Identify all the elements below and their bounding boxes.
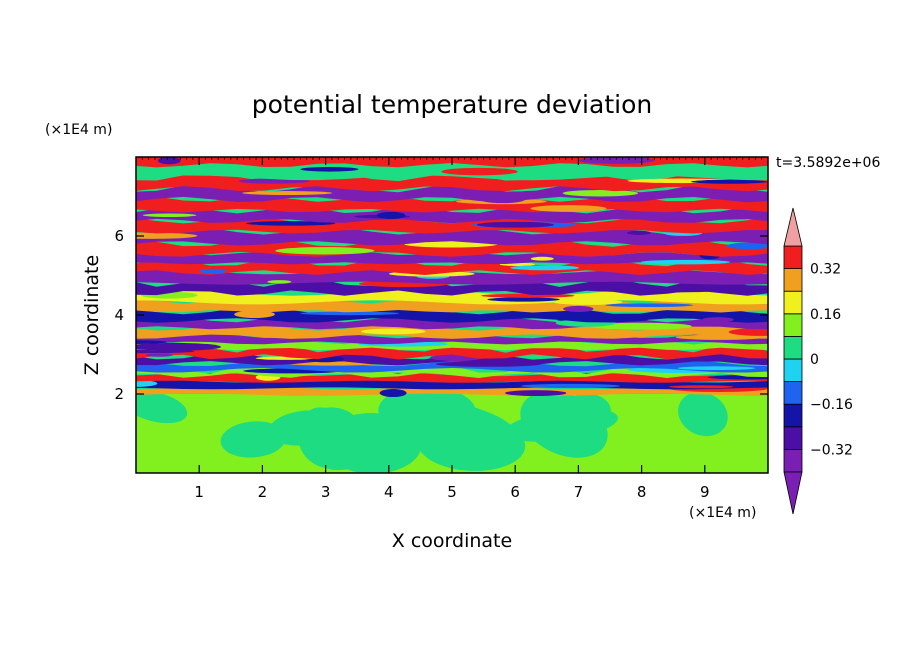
x-tick-label: 1 <box>194 483 204 501</box>
contour-streak <box>158 157 181 165</box>
contour-streak <box>702 317 734 323</box>
colorbar-tick-label: 0 <box>810 352 819 368</box>
contour-streak <box>563 305 594 312</box>
x-axis-ticks: 1 2 3 4 5 6 7 8 9 <box>135 157 769 501</box>
y-unit-label: (×1E4 m) <box>45 122 112 138</box>
contour-streak <box>626 230 651 235</box>
y-axis-ticks: 2 4 6 <box>114 227 768 403</box>
contour-streak <box>199 268 227 274</box>
colorbar-box <box>783 403 803 428</box>
upper-layer-field <box>136 157 768 397</box>
y-tick-label: 4 <box>114 306 124 324</box>
contour-streak <box>505 390 567 397</box>
contour-streak <box>705 343 737 348</box>
lower-layer-field <box>136 386 768 473</box>
contour-band <box>136 306 768 323</box>
colorbar-tick-label: −0.32 <box>810 442 853 458</box>
contour-streak <box>152 169 212 176</box>
contour-streak <box>726 242 768 250</box>
time-label: t=3.5892e+06 <box>776 155 880 171</box>
contour-band <box>136 372 768 383</box>
contour-band <box>136 385 768 396</box>
colorbar-box <box>783 335 803 360</box>
contour-streak <box>300 166 359 172</box>
contour-band <box>136 323 768 339</box>
contour-streak <box>690 179 767 184</box>
lower-blob <box>136 390 188 424</box>
contour-streak <box>136 232 198 239</box>
x-axis-label: X coordinate <box>392 530 512 552</box>
contour-streak <box>640 259 731 265</box>
contour-streak <box>275 247 375 255</box>
contour-streak <box>441 167 518 176</box>
y-tick-label: 6 <box>114 227 124 245</box>
chart-title: potential temperature deviation <box>252 90 652 119</box>
x-tick-label: 6 <box>510 483 520 501</box>
contour-band <box>136 288 768 305</box>
contour-streak <box>360 328 426 335</box>
colorbar-box <box>783 358 803 383</box>
contour-streak <box>487 297 560 302</box>
x-tick-label: 2 <box>258 483 268 501</box>
contour-streak <box>136 342 221 351</box>
colorbar-box <box>783 448 803 473</box>
y-tick-label: 2 <box>114 385 124 403</box>
colorbar-box <box>783 381 803 405</box>
contour-streak <box>605 303 693 308</box>
y-axis-label: Z coordinate <box>81 255 103 375</box>
contour-streak <box>267 280 292 284</box>
contour-streak <box>245 221 336 226</box>
x-tick-label: 3 <box>321 483 331 501</box>
x-tick-label: 4 <box>384 483 394 501</box>
colorbar-tick-label: −0.16 <box>810 397 853 413</box>
contour-streak <box>635 288 721 293</box>
colorbar-tick-label: 0.32 <box>810 262 841 278</box>
contour-band <box>136 365 768 378</box>
lower-blob <box>678 391 728 437</box>
contour-streak <box>242 191 333 195</box>
x-tick-label: 8 <box>637 483 647 501</box>
x-tick-label: 9 <box>700 483 710 501</box>
contour-streak <box>530 205 607 212</box>
contour-streak <box>530 256 554 261</box>
colorbar-box <box>783 290 803 315</box>
lower-blob <box>393 398 516 445</box>
x-tick-label: 5 <box>447 483 457 501</box>
contour-streak <box>520 383 621 389</box>
contour-streak <box>728 328 768 336</box>
contour-band <box>136 217 768 234</box>
colorbar: −0.32 −0.16 0 0.16 0.32 <box>783 207 853 515</box>
contour-streak <box>136 340 168 344</box>
lower-blob <box>268 410 340 446</box>
contour-streak <box>510 265 580 271</box>
contour-band <box>136 172 768 192</box>
contour-streak <box>145 353 174 357</box>
contour-streak <box>669 385 734 389</box>
contour-streak <box>589 322 692 330</box>
contour-streak <box>562 189 639 197</box>
lower-blob <box>565 393 611 426</box>
x-tick-label: 7 <box>574 483 584 501</box>
contour-streak <box>376 211 406 220</box>
contour-streak <box>677 366 756 370</box>
colorbar-extend-low <box>783 471 803 515</box>
contour-streak <box>379 389 407 397</box>
contour-streak <box>300 311 400 316</box>
colorbar-box <box>783 245 803 270</box>
colorbar-box <box>783 426 803 450</box>
colorbar-box <box>783 268 803 292</box>
colorbar-extend-high <box>783 207 803 247</box>
colorbar-tick-label: 0.16 <box>810 307 841 323</box>
contour-streak <box>142 213 197 217</box>
x-unit-label: (×1E4 m) <box>689 505 756 521</box>
contour-streak <box>476 221 554 228</box>
contour-streak <box>136 380 158 387</box>
colorbar-box <box>783 313 803 337</box>
contour-field <box>136 157 768 473</box>
contour-band <box>136 269 768 285</box>
